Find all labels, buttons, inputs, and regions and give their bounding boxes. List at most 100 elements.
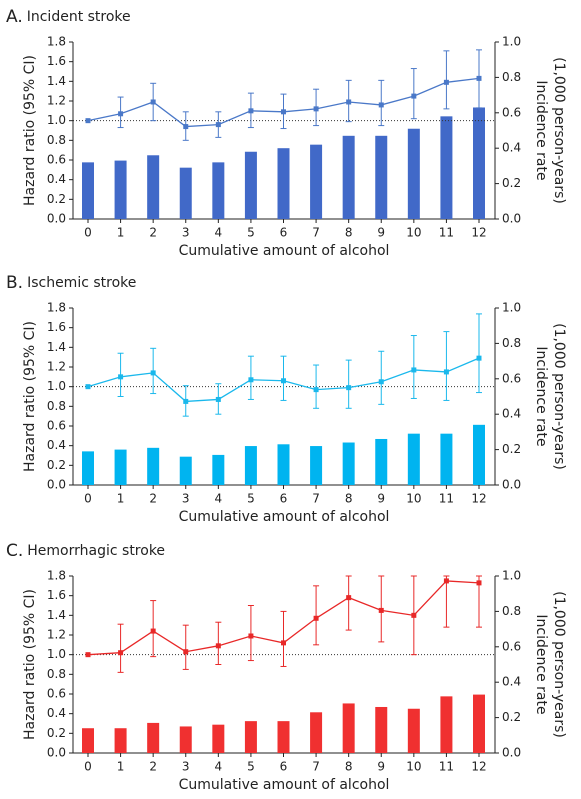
y2-axis-title: Incidence rate <box>533 614 549 714</box>
bar <box>277 444 290 485</box>
point <box>476 580 482 586</box>
x-tick-label: 7 <box>312 492 320 506</box>
bar <box>375 135 388 219</box>
point <box>183 398 189 404</box>
x-tick-label: 2 <box>149 492 157 506</box>
point <box>378 607 384 613</box>
bar <box>342 442 355 485</box>
y-tick-label: 0.2 <box>47 458 66 472</box>
x-tick-label: 5 <box>247 226 255 240</box>
bar <box>147 447 160 485</box>
x-tick-label: 8 <box>345 760 353 774</box>
panel-letter: C. <box>6 541 23 561</box>
bar <box>440 433 453 485</box>
x-tick-label: 2 <box>149 760 157 774</box>
y2-tick-label: 0.2 <box>502 442 521 456</box>
point <box>281 640 286 646</box>
x-tick-label: 7 <box>312 760 320 774</box>
y2-axis-title: (1,000 person-years) <box>551 591 567 738</box>
panel-title: A. Incident stroke <box>6 7 131 27</box>
y-tick-label: 0.0 <box>47 746 66 760</box>
y2-axis-title: Incidence rate <box>533 80 549 180</box>
error-bar <box>280 610 287 667</box>
point <box>215 396 221 402</box>
point <box>150 370 156 376</box>
point <box>346 385 352 391</box>
x-tick-label: 0 <box>84 760 92 774</box>
x-tick-label: 5 <box>247 760 255 774</box>
y-tick-label: 1.6 <box>47 588 66 602</box>
point <box>411 367 417 373</box>
y2-tick-label: 0.4 <box>502 141 521 155</box>
x-tick-label: 1 <box>117 760 125 774</box>
y2-tick-label: 0.6 <box>502 371 521 385</box>
y-tick-label: 1.2 <box>47 360 66 374</box>
error-bar <box>443 331 450 401</box>
x-tick-label: 12 <box>471 226 486 240</box>
x-tick-label: 0 <box>84 226 92 240</box>
y-tick-label: 1.4 <box>47 74 66 88</box>
x-tick-label: 1 <box>117 492 125 506</box>
point <box>346 595 352 601</box>
y2-tick-label: 1.0 <box>502 35 521 49</box>
panel: B. Ischemic stroke 0.0 0.2 0.4 0.6 0.8 1.0 1.2 1.… <box>6 273 567 525</box>
x-tick-label: 10 <box>406 760 421 774</box>
y-tick-label: 1.8 <box>47 35 66 49</box>
bar <box>407 128 420 219</box>
error-bar <box>476 313 482 394</box>
x-tick-label: 3 <box>182 492 190 506</box>
x-tick-label: 6 <box>280 760 288 774</box>
x-tick-label: 0 <box>84 492 92 506</box>
y2-tick-label: 0.0 <box>502 478 521 492</box>
point <box>281 378 286 384</box>
y2-tick-label: 0.2 <box>502 176 521 190</box>
point <box>476 355 482 361</box>
point <box>411 612 417 618</box>
x-axis-title: Cumulative amount of alcohol <box>179 243 390 259</box>
y2-tick-label: 0.8 <box>502 336 521 350</box>
x-tick-label: 11 <box>439 760 454 774</box>
y-axis-title: Hazard ratio (95% CI) <box>22 589 38 740</box>
x-tick-label: 11 <box>439 226 454 240</box>
x-tick-label: 11 <box>439 492 454 506</box>
title-text: Hemorrhagic stroke <box>27 543 165 559</box>
point <box>85 652 91 658</box>
x-tick-label: 1 <box>117 226 125 240</box>
x-tick-label: 10 <box>406 226 421 240</box>
point <box>313 615 319 621</box>
bar <box>244 151 257 219</box>
point <box>281 109 286 115</box>
bar <box>212 162 225 219</box>
title-text: Incident stroke <box>27 9 131 25</box>
bar <box>114 449 127 485</box>
y2-tick-label: 0.8 <box>502 604 521 618</box>
y-tick-label: 0.0 <box>47 478 66 492</box>
bar <box>440 696 453 753</box>
error-bar <box>117 623 124 673</box>
bar <box>244 721 257 753</box>
y-tick-label: 1.0 <box>47 379 66 393</box>
x-tick-label: 9 <box>377 760 385 774</box>
point <box>378 102 384 108</box>
bar <box>82 451 94 485</box>
bar <box>342 135 355 219</box>
bar <box>212 454 225 485</box>
x-axis-title: Cumulative amount of alcohol <box>179 509 390 525</box>
point <box>150 99 156 105</box>
point <box>411 93 417 99</box>
x-tick-label: 12 <box>471 492 486 506</box>
bar <box>179 456 192 485</box>
y2-tick-label: 0.8 <box>502 70 521 84</box>
point <box>215 643 221 649</box>
y-tick-label: 0.8 <box>47 399 66 413</box>
bar <box>473 694 485 753</box>
point <box>215 122 221 128</box>
y-tick-label: 0.4 <box>47 706 66 720</box>
x-tick-label: 7 <box>312 226 320 240</box>
bar <box>147 722 160 753</box>
error-bar <box>345 359 352 409</box>
y-tick-label: 0.2 <box>47 726 66 740</box>
point <box>248 377 254 383</box>
y-tick-label: 1.4 <box>47 608 66 622</box>
